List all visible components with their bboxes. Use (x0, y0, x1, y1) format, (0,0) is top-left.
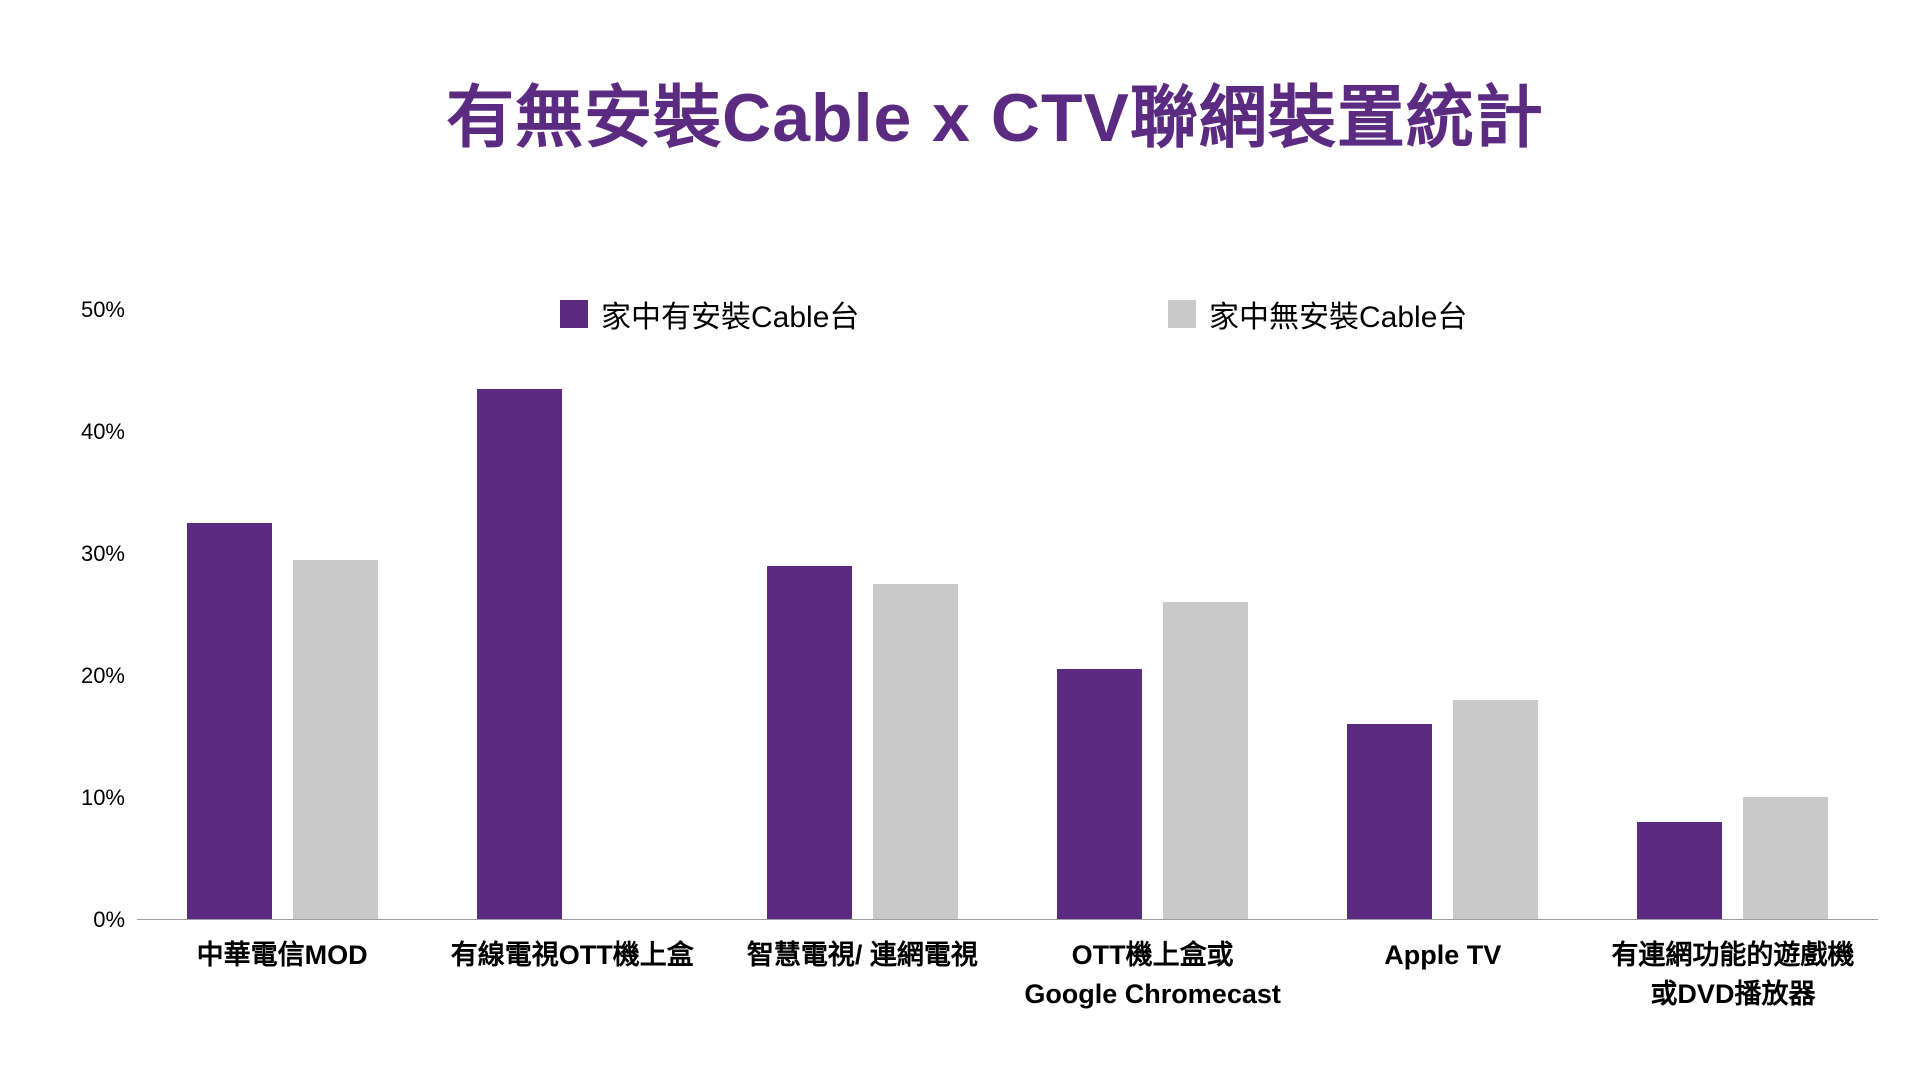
category-label: 有線電視OTT機上盒 (450, 940, 694, 970)
y-tick-label: 40% (80, 419, 125, 444)
legend-item: 家中無安裝Cable台 (1168, 298, 1467, 334)
chart-legend: 家中有安裝Cable台 家中無安裝Cable台 (0, 298, 1920, 334)
bar-without-cable (292, 559, 378, 919)
bar-group (137, 310, 427, 919)
bar-group (1298, 310, 1588, 919)
bar-with-cable (1057, 669, 1143, 919)
y-tick-label: 20% (80, 663, 125, 688)
bar-with-cable (766, 565, 852, 919)
legend-label: 家中無安裝Cable台 (1209, 301, 1468, 334)
bar-group (427, 310, 717, 919)
plot-area (137, 310, 1878, 920)
y-tick-label: 10% (80, 785, 125, 810)
bar-group (717, 310, 1007, 919)
category-label: OTT機上盒或 Google Chromecast (1024, 940, 1281, 1010)
category-label: 中華電信MOD (196, 940, 368, 970)
legend-item: 家中有安裝Cable台 (560, 298, 859, 334)
bar-group (1588, 310, 1878, 919)
legend-swatch (1168, 300, 1196, 328)
y-axis: 0% 10% 20% 30% 40% 50% (40, 297, 125, 932)
x-axis-labels: 中華電信MOD 有線電視OTT機上盒 智慧電視/ 連網電視 OTT機上盒或 Googl… (137, 936, 1878, 1014)
bar-without-cable (1743, 797, 1829, 919)
bar-groups (137, 310, 1878, 919)
bar-with-cable (1637, 821, 1723, 919)
bar-without-cable (1163, 602, 1249, 919)
bar-with-cable (186, 523, 272, 919)
category-label: 有連網功能的遊戲機 或DVD播放器 (1611, 940, 1855, 1010)
y-tick-label: 30% (80, 541, 125, 566)
legend-label: 家中有安裝Cable台 (601, 301, 860, 334)
bar-with-cable (476, 389, 562, 919)
chart-title: 有無安裝Cable x CTV聯網裝置統計 (446, 80, 1544, 156)
bar-with-cable (1347, 724, 1433, 919)
category-label: 智慧電視/ 連網電視 (746, 940, 978, 970)
y-tick-label: 0% (93, 907, 125, 932)
bar-without-cable (872, 584, 958, 919)
category-label: Apple TV (1384, 940, 1502, 970)
bar-without-cable (1453, 699, 1539, 919)
y-tick-label: 50% (80, 297, 125, 322)
bar-group (1008, 310, 1298, 919)
legend-swatch (560, 300, 588, 328)
